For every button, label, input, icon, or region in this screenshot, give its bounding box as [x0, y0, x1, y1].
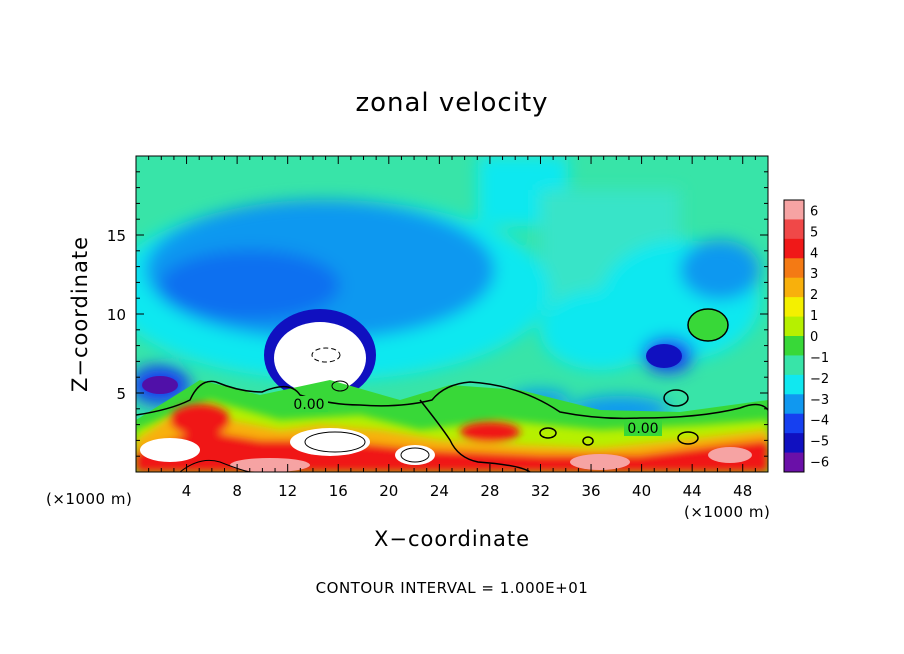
- zero-contours: [136, 308, 768, 472]
- colorbar-tick-label: −2: [810, 372, 829, 387]
- x-tick-label: 4: [182, 482, 192, 500]
- field-blue-core-right: [646, 344, 682, 368]
- y-axis-label: Z−coordinate: [68, 236, 92, 392]
- colorbar-tick-label: −1: [810, 351, 829, 366]
- colorbar-swatch: [784, 258, 804, 279]
- x-tick-label: 32: [531, 482, 550, 500]
- x-unit-left: (×1000 m): [46, 490, 133, 508]
- contour-interval-note: CONTOUR INTERVAL = 1.000E+01: [315, 579, 589, 597]
- zero-contour-right-loop: [687, 308, 729, 342]
- colorbar-swatch: [784, 374, 804, 395]
- zero-contour-branch: [419, 399, 531, 472]
- colorbar-tick-label: −6: [810, 456, 829, 471]
- x-tick-label: 20: [379, 482, 398, 500]
- x-axis-label: X−coordinate: [374, 527, 530, 551]
- x-tick-label: 48: [733, 482, 752, 500]
- colorbar-tick-label: −3: [810, 393, 829, 408]
- y-tick-label: 5: [116, 385, 126, 403]
- x-tick-label: 40: [632, 482, 651, 500]
- x-tick-label: 28: [480, 482, 499, 500]
- x-tick-label: 24: [430, 482, 449, 500]
- colorbar-swatch: [784, 316, 804, 337]
- colorbar-frame: [783, 199, 805, 473]
- colorbar-swatch: [784, 238, 804, 259]
- colorbar-tick-label: −5: [810, 435, 829, 450]
- x-tick-label: 36: [581, 482, 600, 500]
- colorbar-swatch: [784, 219, 804, 240]
- colorbar: 6 5 4 3 2 1 0 −1 −2 −3 −4 −5 −6: [783, 199, 829, 473]
- y-tick-label: 10: [107, 306, 126, 324]
- contour-label: 0.00: [293, 397, 324, 413]
- colorbar-tick-label: −4: [810, 414, 829, 429]
- colorbar-swatch: [784, 433, 804, 454]
- contour-label: 0.00: [627, 421, 658, 437]
- field-bubble-core: [274, 322, 366, 394]
- chart-title: zonal velocity: [355, 88, 549, 118]
- colorbar-tick-label: 5: [810, 225, 818, 240]
- x-unit-right: (×1000 m): [684, 503, 771, 521]
- colorbar-swatch: [784, 452, 804, 473]
- x-axis-ticks: 4 8 12 16 20 24 28 32 36 40 44 48: [148, 156, 756, 500]
- colorbar-swatch: [784, 200, 804, 220]
- colorbar-tick-label: 0: [810, 330, 818, 345]
- colorbar-tick-label: 2: [810, 288, 818, 303]
- colorbar-swatch: [784, 336, 804, 356]
- colorbar-swatch: [784, 277, 804, 298]
- colorbar-swatch: [784, 413, 804, 434]
- colorbar-tick-label: 4: [810, 246, 818, 261]
- colorbar-tick-label: 6: [810, 204, 818, 219]
- colorbar-swatch: [784, 394, 804, 415]
- x-tick-label: 16: [329, 482, 348, 500]
- colorbar-tick-label: 3: [810, 267, 818, 282]
- x-tick-label: 8: [232, 482, 242, 500]
- contour-labels: 0.00 0.00: [290, 396, 662, 437]
- colorbar-tick-label: 1: [810, 309, 818, 324]
- colorbar-swatch: [784, 297, 804, 318]
- field-purple-core-left: [142, 376, 178, 394]
- field-upper-blob: [136, 156, 760, 424]
- field-green-patch: [688, 309, 728, 341]
- y-axis-ticks: 5 10 15: [107, 171, 768, 457]
- y-tick-label: 15: [107, 227, 126, 245]
- x-tick-label: 12: [278, 482, 297, 500]
- x-tick-label: 44: [683, 482, 702, 500]
- colorbar-swatch: [784, 355, 804, 376]
